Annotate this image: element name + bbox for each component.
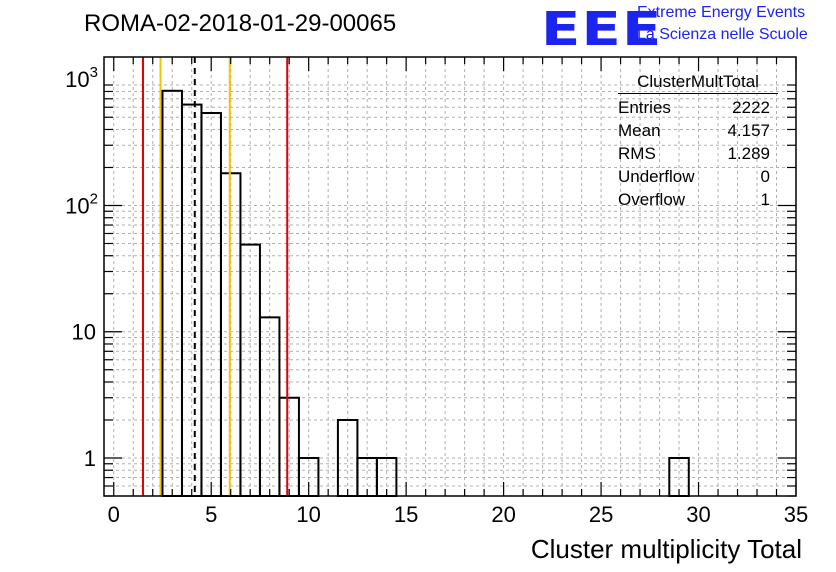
stats-value: 1.289	[727, 144, 770, 163]
stats-row: Overflow 1	[612, 188, 778, 211]
stats-row: Underflow 0	[612, 165, 778, 188]
stats-value: 4.157	[727, 121, 770, 140]
x-tick-label: 35	[784, 502, 808, 527]
stats-label: Mean	[618, 121, 661, 140]
x-tick-label: 10	[296, 502, 320, 527]
brand-line-1: Extreme Energy Events	[637, 4, 806, 21]
x-tick-label: 15	[394, 502, 418, 527]
stats-row: Entries 2222	[612, 96, 778, 119]
stats-title: ClusterMultTotal	[618, 72, 778, 94]
stats-rows: Entries 2222 Mean 4.157 RMS 1.289 Underflow 0 Ov…	[612, 96, 778, 211]
x-tick-label: 30	[686, 502, 710, 527]
chart-title: ROMA-02-2018-01-29-00065	[84, 10, 397, 37]
x-tick-label: 5	[205, 502, 217, 527]
stats-label: Underflow	[618, 167, 695, 186]
x-tick-label: 20	[491, 502, 515, 527]
x-axis-label: Cluster multiplicity Total	[530, 534, 802, 564]
stats-label: Overflow	[618, 190, 686, 209]
stats-label: RMS	[618, 144, 656, 163]
y-tick-label: 10	[72, 320, 96, 345]
stats-label: Entries	[618, 98, 671, 117]
stats-value: 0	[760, 167, 770, 186]
brand-line-2: La Scienza nelle Scuole	[637, 26, 808, 43]
y-tick-label: 103	[65, 64, 98, 92]
stats-row: Mean 4.157	[612, 119, 778, 142]
y-tick-label: 102	[65, 190, 98, 218]
x-tick-label: 25	[589, 502, 613, 527]
y-tick-label: 1	[84, 446, 96, 471]
stats-value: 2222	[732, 98, 770, 117]
stats-box: ClusterMultTotal Entries 2222 Mean 4.157 RMS…	[612, 72, 778, 211]
stats-value: 1	[760, 190, 770, 209]
plot-frame	[103, 56, 797, 497]
eee-logo: EEE	[541, 2, 663, 56]
stats-row: RMS 1.289	[612, 142, 778, 165]
x-tick-label: 0	[108, 502, 120, 527]
